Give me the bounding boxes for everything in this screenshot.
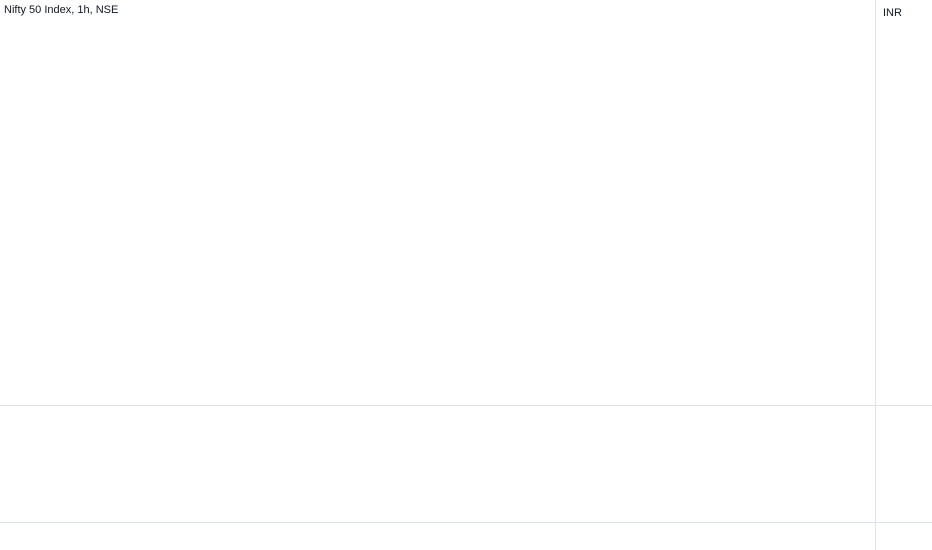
currency: INR bbox=[883, 7, 902, 19]
chart-title: Nifty 50 Index, 1h, NSE bbox=[4, 4, 118, 16]
title-bg bbox=[0, 0, 116, 18]
